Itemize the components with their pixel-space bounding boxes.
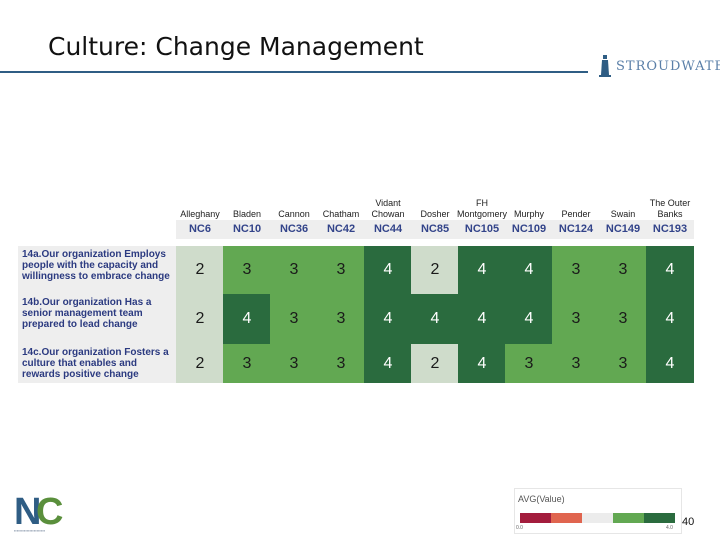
column-code: NC44 [373, 223, 403, 235]
heatmap-cell: 4 [411, 294, 459, 344]
column-code: NC149 [605, 223, 641, 235]
heatmap-cell: 3 [270, 344, 318, 383]
column-header: Bladen [232, 209, 262, 219]
row-label-band [18, 344, 176, 383]
page-number: 40 [682, 516, 695, 528]
heatmap-cell: 4 [364, 246, 412, 294]
column-header: Cannon [278, 209, 310, 219]
heatmap-cell: 3 [270, 246, 318, 294]
heatmap-cell: 3 [317, 344, 365, 383]
heatmap-cell: 3 [599, 294, 647, 344]
column-header: Swain [610, 209, 636, 219]
column-code: NC124 [558, 223, 594, 235]
column-code: NC42 [326, 223, 356, 235]
heatmap-cell: 3 [599, 246, 647, 294]
slide-title: Culture: Change Management [48, 32, 424, 61]
heatmap-cell: 4 [364, 344, 412, 383]
heatmap-cell: 4 [505, 294, 553, 344]
heatmap-cell: 2 [176, 344, 224, 383]
row-label: 14b.Our organization Has a senior manage… [22, 297, 152, 330]
code-header-band [176, 220, 694, 239]
heatmap-cell: 3 [599, 344, 647, 383]
heatmap-cell: 3 [552, 294, 600, 344]
row-label: 14a.Our organization Employs people with… [22, 249, 170, 282]
heatmap-cell: 4 [458, 344, 506, 383]
lighthouse-icon [599, 55, 611, 77]
heatmap-cell: 3 [223, 344, 271, 383]
heatmap-cell: 2 [176, 294, 224, 344]
brand-name: STROUDWATER [616, 58, 720, 74]
nc-logo: N C [14, 491, 63, 533]
column-header: Pender [561, 209, 591, 219]
column-code: NC193 [652, 223, 688, 235]
nc-logo-caption: ▪▪▪▪▪▪▪▪▪▪▪▪▪▪▪▪▪▪▪▪▪▪ [14, 528, 46, 533]
heatmap-cell: 4 [646, 246, 694, 294]
heatmap-cell: 4 [505, 246, 553, 294]
heatmap-cell: 4 [646, 294, 694, 344]
heatmap-cell: 3 [223, 246, 271, 294]
heatmap-cell: 3 [552, 246, 600, 294]
row-label: 14c.Our organization Fosters a culture t… [22, 347, 169, 380]
heatmap-cell: 2 [411, 344, 459, 383]
row-label-band [18, 294, 176, 344]
heatmap-cell: 4 [646, 344, 694, 383]
column-header: Chatham [322, 209, 360, 219]
column-code: NC105 [464, 223, 500, 235]
color-legend [514, 488, 682, 534]
heatmap-cell: 3 [505, 344, 553, 383]
legend-min-label: 0.0 [516, 525, 523, 531]
heatmap-cell: 4 [364, 294, 412, 344]
column-header: Vidant Chowan [371, 198, 405, 219]
heatmap-cell: 3 [270, 294, 318, 344]
column-header: The Outer Banks [649, 198, 691, 219]
heatmap-cell: 3 [552, 344, 600, 383]
stroudwater-logo: STROUDWATER [598, 54, 720, 78]
column-header: FH Montgomery [456, 198, 508, 219]
column-header: Alleghany [180, 209, 220, 219]
row-label-band [18, 246, 176, 294]
svg-text:N: N [14, 491, 41, 533]
svg-text:C: C [36, 491, 63, 533]
heatmap-cell: 2 [411, 246, 459, 294]
legend-swatch [520, 513, 551, 523]
legend-swatch [582, 513, 613, 523]
column-code: NC36 [279, 223, 309, 235]
column-code: NC85 [420, 223, 450, 235]
legend-swatch [551, 513, 582, 523]
heatmap-cell: 4 [458, 294, 506, 344]
title-rule [0, 71, 588, 73]
heatmap-cell: 3 [317, 294, 365, 344]
column-code: NC109 [511, 223, 547, 235]
legend-swatch [613, 513, 644, 523]
legend-max-label: 4.0 [666, 525, 673, 531]
heatmap-cell: 3 [317, 246, 365, 294]
heatmap-cell: 4 [223, 294, 271, 344]
legend-swatch [644, 513, 675, 523]
column-header: Murphy [513, 209, 544, 219]
column-code: NC10 [232, 223, 262, 235]
heatmap-cell: 4 [458, 246, 506, 294]
heatmap-cell: 2 [176, 246, 224, 294]
column-code: NC6 [188, 223, 211, 235]
legend-title: AVG(Value) [518, 494, 565, 504]
column-header: Dosher [420, 209, 450, 219]
